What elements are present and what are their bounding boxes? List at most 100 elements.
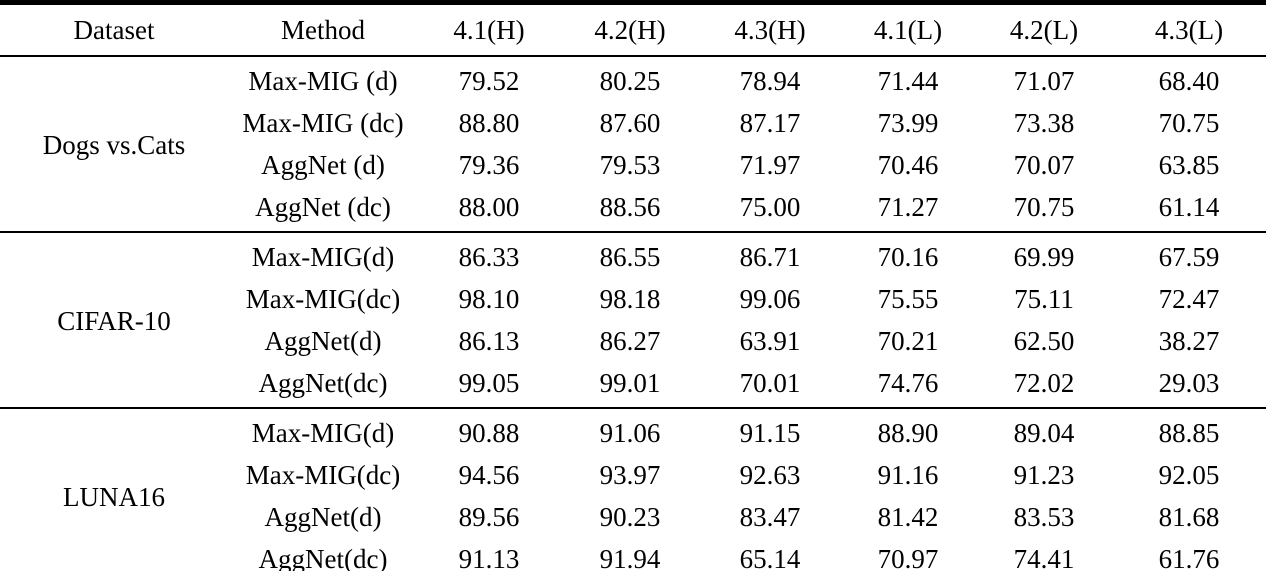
value-cell: 91.23 <box>1013 459 1075 490</box>
value-cell: 70.01 <box>739 367 801 398</box>
table-header: Dataset Method 4.1(H) 4.2(H) 4.3(H) 4.1(… <box>0 3 1266 56</box>
value-cell: 74.76 <box>877 367 939 398</box>
method-cell: AggNet(d) <box>264 501 382 532</box>
table-row: Max-MIG(dc) 98.10 98.18 99.06 75.55 75.1… <box>0 278 1266 320</box>
value-cell: 73.99 <box>877 107 939 138</box>
column-header-42h: 4.2(H) <box>594 14 666 45</box>
value-cell: 72.02 <box>1013 367 1075 398</box>
value-cell: 91.13 <box>458 543 520 571</box>
value-cell: 98.10 <box>458 283 520 314</box>
value-cell: 75.00 <box>739 191 801 222</box>
value-cell: 88.00 <box>458 191 520 222</box>
column-header-41l: 4.1(L) <box>873 14 943 45</box>
value-cell: 63.91 <box>739 325 801 356</box>
value-cell: 92.05 <box>1158 459 1220 490</box>
value-cell: 91.16 <box>877 459 939 490</box>
value-cell: 91.15 <box>739 417 801 448</box>
table-row: Max-MIG(dc) 94.56 93.97 92.63 91.16 91.2… <box>0 454 1266 496</box>
value-cell: 99.06 <box>739 283 801 314</box>
value-cell: 86.71 <box>739 241 801 272</box>
value-cell: 62.50 <box>1013 325 1075 356</box>
value-cell: 79.36 <box>458 149 520 180</box>
method-cell: Max-MIG(d) <box>251 241 395 272</box>
value-cell: 83.53 <box>1013 501 1075 532</box>
value-cell: 70.46 <box>877 149 939 180</box>
method-cell: Max-MIG (dc) <box>242 107 404 138</box>
column-header-method: Method <box>281 14 365 45</box>
value-cell: 61.14 <box>1158 191 1220 222</box>
table-row: AggNet(dc) 99.05 99.01 70.01 74.76 72.02… <box>0 362 1266 408</box>
value-cell: 81.68 <box>1158 501 1220 532</box>
value-cell: 86.33 <box>458 241 520 272</box>
value-cell: 72.47 <box>1158 283 1220 314</box>
dataset-group-cifar-10: CIFAR-10 Max-MIG(d) 86.33 86.55 86.71 70… <box>0 232 1266 408</box>
value-cell: 78.94 <box>739 65 801 96</box>
value-cell: 88.85 <box>1158 417 1220 448</box>
value-cell: 86.13 <box>458 325 520 356</box>
value-cell: 74.41 <box>1013 543 1075 571</box>
value-cell: 86.27 <box>599 325 661 356</box>
value-cell: 87.60 <box>599 107 661 138</box>
value-cell: 75.55 <box>877 283 939 314</box>
value-cell: 68.40 <box>1158 65 1220 96</box>
value-cell: 63.85 <box>1158 149 1220 180</box>
column-header-41h: 4.1(H) <box>453 14 525 45</box>
table-row: AggNet (d) 79.36 79.53 71.97 70.46 70.07… <box>0 144 1266 186</box>
value-cell: 70.75 <box>1013 191 1075 222</box>
value-cell: 79.52 <box>458 65 520 96</box>
value-cell: 90.88 <box>458 417 520 448</box>
table-row: Max-MIG (dc) 88.80 87.60 87.17 73.99 73.… <box>0 102 1266 144</box>
value-cell: 94.56 <box>458 459 520 490</box>
value-cell: 61.76 <box>1158 543 1220 571</box>
value-cell: 90.23 <box>599 501 661 532</box>
value-cell: 99.05 <box>458 367 520 398</box>
table-row: AggNet(dc) 91.13 91.94 65.14 70.97 74.41… <box>0 538 1266 571</box>
dataset-label: CIFAR-10 <box>57 306 171 337</box>
dataset-label: Dogs vs.Cats <box>42 130 186 161</box>
column-header-42l: 4.2(L) <box>1009 14 1079 45</box>
value-cell: 70.75 <box>1158 107 1220 138</box>
value-cell: 89.04 <box>1013 417 1075 448</box>
value-cell: 89.56 <box>458 501 520 532</box>
method-cell: AggNet(dc) <box>258 367 388 398</box>
dataset-group-dogs-vs-cats: Dogs vs.Cats Max-MIG (d) 79.52 80.25 78.… <box>0 56 1266 232</box>
value-cell: 38.27 <box>1158 325 1220 356</box>
value-cell: 70.97 <box>877 543 939 571</box>
value-cell: 79.53 <box>599 149 661 180</box>
value-cell: 67.59 <box>1158 241 1220 272</box>
value-cell: 88.90 <box>877 417 939 448</box>
table-row: AggNet(d) 86.13 86.27 63.91 70.21 62.50 … <box>0 320 1266 362</box>
table-row: Dogs vs.Cats Max-MIG (d) 79.52 80.25 78.… <box>0 56 1266 160</box>
value-cell: 71.27 <box>877 191 939 222</box>
value-cell: 98.18 <box>599 283 661 314</box>
column-header-dataset: Dataset <box>73 14 155 45</box>
value-cell: 88.56 <box>599 191 661 222</box>
value-cell: 71.44 <box>877 65 939 96</box>
value-cell: 83.47 <box>739 501 801 532</box>
dataset-group-luna16: LUNA16 Max-MIG(d) 90.88 91.06 91.15 88.9… <box>0 408 1266 571</box>
method-cell: AggNet(dc) <box>258 543 388 571</box>
value-cell: 73.38 <box>1013 107 1075 138</box>
value-cell: 75.11 <box>1014 283 1074 314</box>
value-cell: 80.25 <box>599 65 661 96</box>
column-header-43l: 4.3(L) <box>1154 14 1224 45</box>
value-cell: 70.16 <box>877 241 939 272</box>
method-cell: Max-MIG(dc) <box>245 459 401 490</box>
method-cell: Max-MIG(dc) <box>245 283 401 314</box>
value-cell: 92.63 <box>739 459 801 490</box>
value-cell: 91.06 <box>599 417 661 448</box>
method-cell: AggNet(d) <box>264 325 382 356</box>
value-cell: 87.17 <box>739 107 801 138</box>
value-cell: 99.01 <box>599 367 661 398</box>
table-row: CIFAR-10 Max-MIG(d) 86.33 86.55 86.71 70… <box>0 232 1266 336</box>
dataset-label: LUNA16 <box>63 482 165 513</box>
value-cell: 65.14 <box>739 543 801 571</box>
value-cell: 88.80 <box>458 107 520 138</box>
table-row: AggNet (dc) 88.00 88.56 75.00 71.27 70.7… <box>0 186 1266 232</box>
value-cell: 93.97 <box>599 459 661 490</box>
value-cell: 81.42 <box>877 501 939 532</box>
method-cell: Max-MIG(d) <box>251 417 395 448</box>
value-cell: 70.21 <box>877 325 939 356</box>
